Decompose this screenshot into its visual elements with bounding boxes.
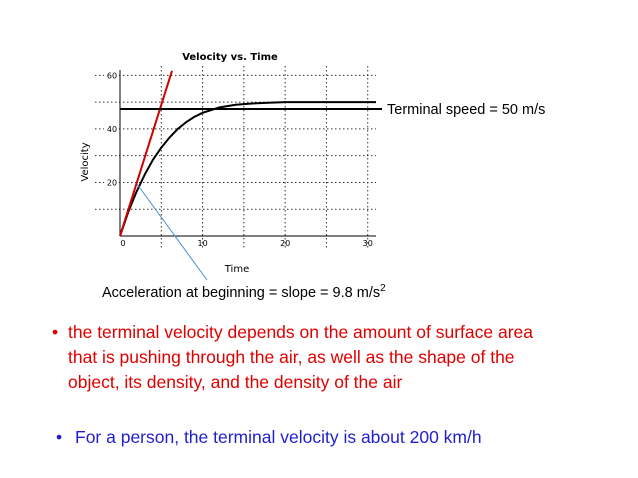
axes	[119, 70, 376, 237]
bullet-item-terminal-velocity: • the terminal velocity depends on the a…	[52, 320, 533, 395]
y-tick-label-bg	[104, 177, 118, 188]
bullet-line: that is pushing through the air, as well…	[68, 347, 515, 367]
y-axis-label: Velocity	[80, 142, 91, 181]
terminal-speed-annotation: Terminal speed = 50 m/s	[387, 102, 545, 118]
x-tick-label: 10	[197, 239, 207, 248]
chart-title: Velocity vs. Time	[182, 52, 278, 63]
grid-lines	[95, 66, 376, 250]
x-tick-label: 20	[280, 239, 290, 248]
y-tick-label: 60	[107, 71, 117, 80]
tick-labels: 0 10 20 30 20 40 60	[104, 70, 373, 248]
slope-pointer-line	[136, 183, 208, 281]
bullet-line: object, its density, and the density of …	[68, 372, 403, 392]
series-lines	[119, 70, 376, 237]
y-tick-label-bg	[104, 123, 118, 134]
x-axis-label: Time	[224, 264, 249, 275]
bullet-line: the terminal velocity depends on the amo…	[68, 322, 533, 342]
x-tick-label: 30	[363, 239, 373, 248]
acceleration-annotation-superscript: 2	[380, 283, 386, 294]
x-tick-label: 0	[120, 239, 125, 248]
bullet-dot: •	[56, 427, 63, 447]
bullet-dot: •	[52, 322, 59, 342]
y-tick-label-bg	[104, 70, 118, 81]
velocity-curve	[119, 101, 376, 237]
initial-slope-line	[119, 70, 173, 237]
y-tick-label: 40	[107, 125, 117, 134]
acceleration-annotation: Acceleration at beginning = slope = 9.8 …	[102, 283, 386, 301]
bullet-item-person: • For a person, the terminal velocity is…	[56, 425, 482, 450]
bullet-line: For a person, the terminal velocity is a…	[75, 427, 482, 447]
y-tick-label: 20	[107, 178, 117, 187]
acceleration-annotation-text: Acceleration at beginning = slope = 9.8 …	[102, 285, 380, 301]
